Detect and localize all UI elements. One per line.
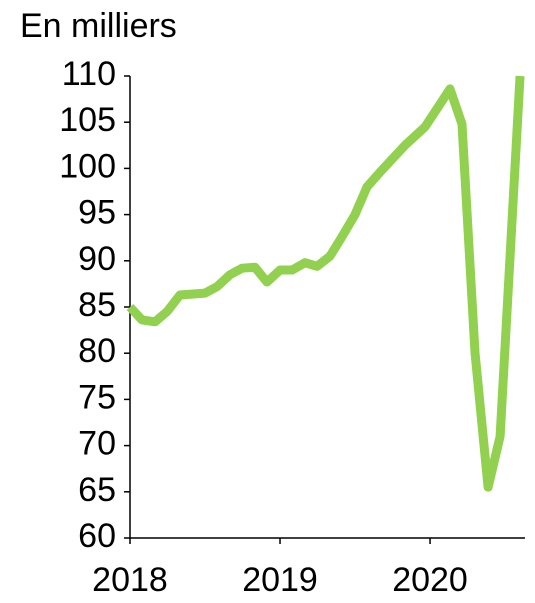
y-tick-label: 70 (78, 425, 116, 463)
y-tick-label: 100 (59, 147, 116, 185)
y-tick-label: 95 (78, 194, 116, 232)
y-tick-label: 75 (78, 378, 116, 416)
y-tick-label: 80 (78, 332, 116, 370)
y-tick-label: 65 (78, 471, 116, 509)
y-tick-label: 90 (78, 240, 116, 278)
y-tick-label: 105 (59, 101, 116, 139)
x-tick-label: 2020 (392, 561, 468, 599)
x-tick-label: 2019 (242, 561, 318, 599)
y-tick-label: 60 (78, 517, 116, 555)
y-tick-label: 85 (78, 286, 116, 324)
x-tick-label: 2018 (92, 561, 168, 599)
line-series (126, 75, 525, 492)
chart-title: En milliers (20, 7, 177, 45)
y-tick-label: 110 (62, 55, 116, 93)
